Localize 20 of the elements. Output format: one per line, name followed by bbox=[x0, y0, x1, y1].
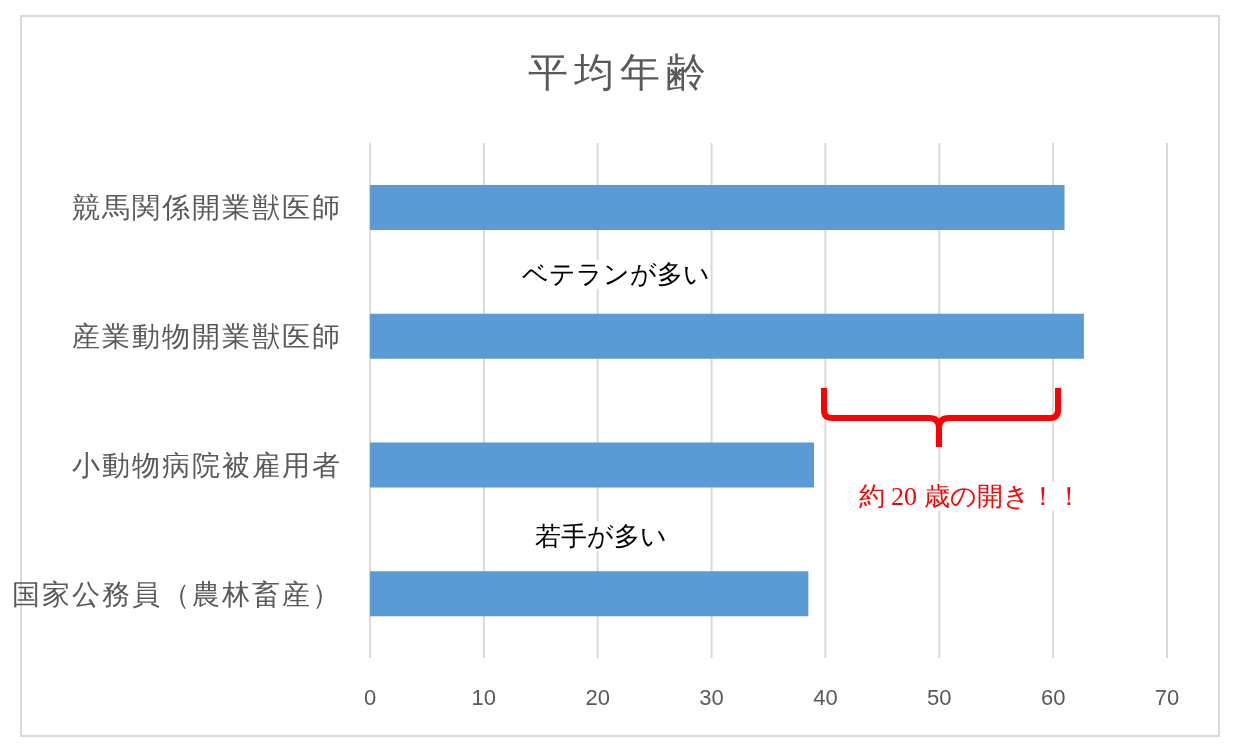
annotation: 約 20 歳の開き！！ bbox=[858, 481, 1082, 511]
x-tick-label: 40 bbox=[813, 684, 838, 710]
y-tick-label: 国家公務員（農林畜産） bbox=[12, 577, 342, 611]
x-tick-label: 20 bbox=[585, 684, 610, 710]
bar bbox=[370, 313, 1084, 359]
bar bbox=[370, 442, 815, 488]
bar bbox=[370, 185, 1065, 230]
x-tick-label: 50 bbox=[927, 684, 952, 710]
x-tick-label: 60 bbox=[1040, 684, 1066, 710]
x-tick-label: 0 bbox=[363, 684, 377, 710]
y-tick-label: 小動物病院被雇用者 bbox=[72, 448, 342, 482]
annotation: 若手が多い bbox=[535, 521, 667, 551]
y-tick-label: 競馬関係開業獣医師 bbox=[72, 191, 342, 225]
x-tick-label: 10 bbox=[471, 684, 497, 710]
chart-title: 平均年齢 bbox=[528, 48, 712, 95]
x-tick-label: 30 bbox=[699, 684, 724, 710]
annotation: ベテランが多い bbox=[522, 259, 710, 289]
bar bbox=[370, 571, 809, 617]
x-tick-label: 70 bbox=[1154, 684, 1180, 710]
y-tick-label: 産業動物開業獣医師 bbox=[72, 320, 342, 354]
